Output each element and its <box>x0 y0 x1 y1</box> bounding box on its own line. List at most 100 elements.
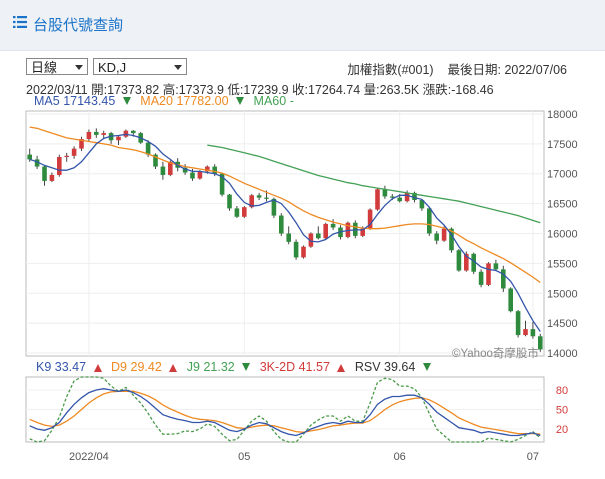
arrow-down-icon <box>242 363 251 371</box>
ma5-label: MA5 <box>34 94 60 108</box>
j-label: J9 <box>186 360 200 374</box>
candle-down <box>316 233 321 239</box>
candle-down <box>227 194 232 209</box>
k3d2-value: 41.57 <box>298 360 330 374</box>
arrow-up-icon <box>337 364 346 372</box>
candle-up <box>205 166 210 172</box>
price-tick-label: 14500 <box>547 318 578 330</box>
candle-up <box>49 174 55 181</box>
arrow-up-icon <box>93 364 102 372</box>
indicator-select-value: KD,J <box>98 60 127 75</box>
ma20-line <box>29 126 541 284</box>
candle-up <box>57 157 62 175</box>
period-select-value: 日線 <box>31 60 58 75</box>
ohlc-date: 2022/03/11 <box>26 83 88 97</box>
chevron-down-icon <box>75 65 83 70</box>
price-tick-label: 17000 <box>547 169 578 181</box>
page-title[interactable]: 台股代號查詢 <box>33 17 124 34</box>
header-bar: 台股代號查詢 <box>0 0 605 51</box>
rsv-label: RSV <box>354 360 381 374</box>
rsv-value: 39.64 <box>384 360 416 374</box>
d-label: D9 <box>111 360 128 374</box>
price-tick-label: 15000 <box>547 288 578 300</box>
candle-down <box>412 192 417 201</box>
x-tick-label: 2022/04 <box>69 451 109 463</box>
x-tick-label: 05 <box>238 451 250 463</box>
candle-down <box>390 196 395 198</box>
x-axis: 2022/04 05 06 07 <box>69 451 539 463</box>
candle-down <box>397 197 402 202</box>
d-line <box>29 390 541 435</box>
candle-up <box>101 133 106 135</box>
close-value: 17264.74 <box>308 83 361 97</box>
candle-up <box>116 136 121 141</box>
candle-up <box>86 131 92 140</box>
candle-down <box>330 223 336 228</box>
indicator-select[interactable]: KD,J <box>93 58 187 75</box>
arrow-up-icon <box>169 364 178 372</box>
price-tick-label: 15500 <box>547 258 578 270</box>
candle-down <box>538 336 543 350</box>
candle-up <box>301 246 306 258</box>
kd-tick-label: 20 <box>556 424 568 436</box>
period-select[interactable]: 日線 <box>26 58 88 75</box>
candle-up <box>367 209 373 229</box>
watermark: ©Yahoo奇摩股市 <box>452 348 539 360</box>
arrow-down-icon <box>122 97 131 105</box>
close-label: 收: <box>292 83 309 97</box>
candle-up <box>441 228 447 241</box>
candle-up <box>197 171 203 179</box>
kd-panel: 20 50 80 <box>25 376 568 443</box>
change-label: 漲跌: <box>422 83 452 97</box>
open-value: 17373.82 <box>107 83 160 97</box>
list-icon[interactable] <box>13 16 27 28</box>
low-value: 17239.9 <box>243 83 289 97</box>
last-date-label: 最後日期: <box>447 63 501 77</box>
k-label: K9 <box>36 360 52 374</box>
price-tick-label: 16500 <box>547 199 578 211</box>
candle-down <box>427 208 432 234</box>
d-value: 29.42 <box>130 360 162 374</box>
candle-down <box>131 130 136 134</box>
candle-down <box>145 142 151 155</box>
candle-down <box>434 233 439 241</box>
high-label: 高: <box>162 83 179 97</box>
open-label: 開: <box>91 83 108 97</box>
candle-down <box>256 195 262 198</box>
ma60-value: - <box>289 94 294 108</box>
ma5-line <box>29 133 541 332</box>
candle-down <box>34 159 40 167</box>
ma60-label: MA60 <box>253 94 287 108</box>
candle-down <box>153 154 158 167</box>
candle-down <box>293 241 299 258</box>
ma5-value: 17143.45 <box>63 94 116 108</box>
x-tick-label: 06 <box>394 451 406 463</box>
price-tick-label: 18000 <box>547 109 578 121</box>
kd-tick-label: 80 <box>556 385 568 397</box>
change-value: -168.46 <box>451 83 494 97</box>
candle-down <box>42 166 47 181</box>
candle-down <box>234 208 240 217</box>
chevron-down-icon <box>174 65 182 70</box>
candle-up <box>404 192 410 202</box>
candle-up <box>249 195 254 208</box>
k3d2-label: 3K-2D <box>259 360 296 374</box>
price-tick-label: 16000 <box>547 229 578 241</box>
last-date: 2022/07/06 <box>504 63 567 77</box>
candle-down <box>449 228 454 251</box>
candle-up <box>168 161 173 175</box>
ma-legend: MA5 17143.45 MA20 17782.00 MA60 - <box>34 94 294 108</box>
candle-up <box>360 228 365 236</box>
candle-down <box>515 311 521 336</box>
candle-up <box>64 155 69 158</box>
volume-value: 263.5K <box>379 83 420 97</box>
candle-down <box>456 250 462 271</box>
candle-down <box>493 263 499 270</box>
candle-down <box>478 271 484 285</box>
low-label: 低: <box>227 83 244 97</box>
candle-up <box>308 233 314 247</box>
candle-down <box>94 131 99 135</box>
high-value: 17373.9 <box>178 83 224 97</box>
ma20-label: MA20 <box>140 94 173 108</box>
